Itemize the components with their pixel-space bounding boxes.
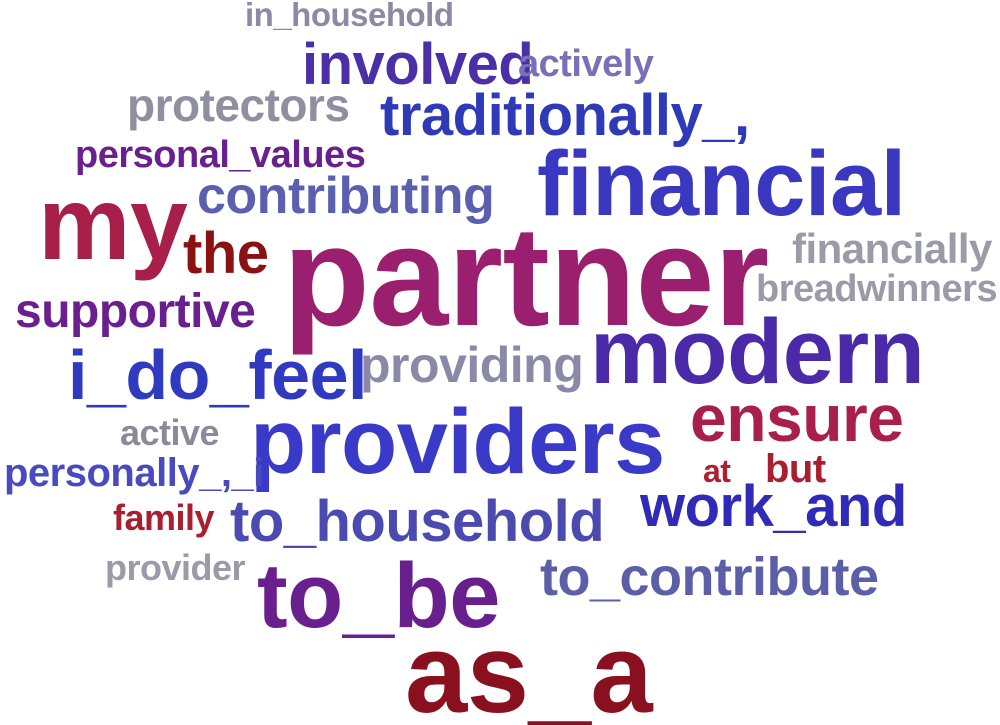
word-contributing: contributing: [197, 167, 495, 225]
word-providers: providers: [250, 391, 665, 493]
word-to-household: to_household: [230, 489, 605, 554]
word-the: the: [183, 221, 269, 286]
word-traditionally: traditionally_,: [380, 83, 750, 148]
word-personal-values: personal_values: [75, 134, 366, 176]
word-ensure: ensure: [690, 381, 904, 455]
word-as-a: as_a: [405, 611, 653, 725]
word-protectors: protectors: [127, 79, 350, 131]
word-but: but: [765, 447, 826, 491]
word-actively: actively: [518, 43, 654, 85]
word-providing: providing: [360, 337, 584, 393]
word-active: active: [120, 412, 220, 453]
word-at: at: [703, 453, 731, 489]
word-personally-i: personally_,_i: [4, 451, 264, 495]
word-family: family: [113, 497, 215, 538]
word-provider: provider: [105, 547, 246, 588]
word-financial: financial: [537, 133, 906, 235]
word-to-be: to_be: [257, 545, 500, 647]
word-involved: involved: [302, 32, 534, 97]
word-to-contribute: to_contribute: [540, 547, 879, 607]
word-my: my: [38, 166, 188, 282]
word-breadwinners: breadwinners: [756, 268, 998, 310]
word-financially: financially: [792, 225, 992, 272]
word-work-and: work_and: [640, 474, 907, 539]
word-partner: partner: [283, 197, 769, 356]
word-supportive: supportive: [15, 285, 256, 338]
word-i-do-feel: i_do_feel: [68, 336, 367, 414]
word-in-household: in_household: [245, 0, 454, 33]
word-modern: modern: [590, 301, 925, 403]
